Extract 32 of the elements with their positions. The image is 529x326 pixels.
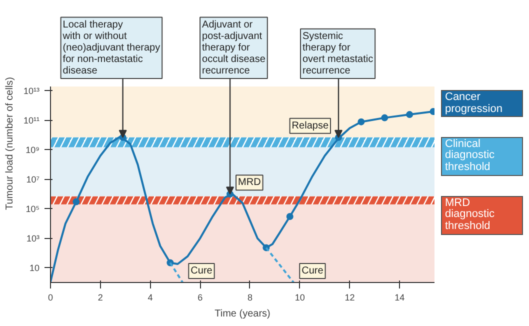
y-tick-label: 10⁷ [26, 174, 40, 184]
y-axis-title: Tumour load (number of cells) [4, 76, 16, 210]
x-axis-title: Time (years) [214, 308, 270, 320]
x-tick-label: 8 [247, 292, 252, 302]
y-tick-label: 10 [29, 262, 40, 273]
y-tick-label: 10³ [26, 233, 40, 244]
point [406, 111, 414, 118]
annotation: Systemic therapy for overt metastatic recurrence [302, 30, 374, 76]
y-tick-label: 10⁵ [26, 204, 40, 214]
band-label: MRD diagnostic threshold [441, 196, 523, 235]
annotation: Relapse [292, 120, 329, 132]
annotation: Local therapy with or without (neo)adjuvant therapy for non-metastatic disease [62, 19, 160, 76]
x-tick-label: 2 [98, 292, 103, 302]
annotation: Cure [190, 266, 213, 276]
x-tick-label: 6 [198, 292, 203, 302]
annotation: Cure [302, 266, 324, 276]
x-tick-label: 14 [394, 292, 405, 302]
x-tick-label: 10 [294, 292, 305, 302]
text: Cancer progression [441, 90, 523, 118]
y-tick-label: 10¹³ [23, 86, 40, 96]
x-tick-label: 4 [148, 292, 153, 302]
x-tick-label: 0 [48, 292, 54, 302]
annotation: Adjuvant or post-adjuvant therapy for occult disease recurrence [202, 19, 266, 76]
band-label: Clinical diagnostic threshold [441, 136, 523, 176]
annotation: MRD [238, 177, 261, 188]
point [381, 114, 388, 122]
point [72, 198, 80, 206]
x-tick-label: 12 [344, 292, 355, 302]
y-tick-label: 10⁹ [26, 144, 40, 155]
y-tick-label: 10¹¹ [23, 115, 40, 126]
point [286, 213, 294, 220]
point [358, 118, 365, 126]
